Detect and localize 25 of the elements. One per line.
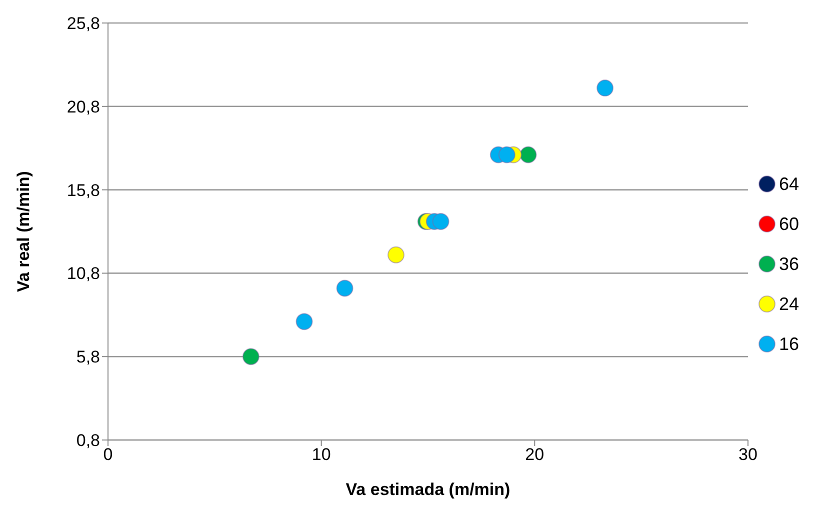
legend-label: 60: [778, 214, 799, 234]
y-tick-label: 15,8: [66, 180, 100, 200]
point: [498, 146, 516, 164]
x-tick-label: 20: [525, 445, 544, 464]
x-tick-label: 30: [738, 445, 758, 464]
legend-label: 36: [778, 254, 799, 274]
y-tick-label: 0,8: [76, 431, 100, 450]
point: [296, 313, 313, 330]
x-tick-label: 10: [312, 445, 331, 464]
y-tick-label: 5,8: [76, 348, 100, 367]
point: [336, 280, 354, 297]
y-tick-label: 10,8: [66, 264, 100, 284]
legend-label: 24: [778, 294, 799, 314]
legend-label: 16: [778, 334, 799, 354]
point: [596, 80, 614, 97]
point: [432, 212, 450, 230]
y-tick-label: 25,8: [66, 14, 100, 34]
x-tick-label: 0: [103, 445, 113, 464]
y-axis-title: Va real (m/min): [14, 171, 34, 292]
legend-label: 64: [778, 174, 799, 194]
point: [520, 146, 537, 164]
point: [242, 348, 260, 366]
y-tick-label: 20,8: [66, 97, 100, 116]
point: [387, 246, 404, 264]
x-axis-title: Va estimada (m/min): [346, 480, 510, 499]
